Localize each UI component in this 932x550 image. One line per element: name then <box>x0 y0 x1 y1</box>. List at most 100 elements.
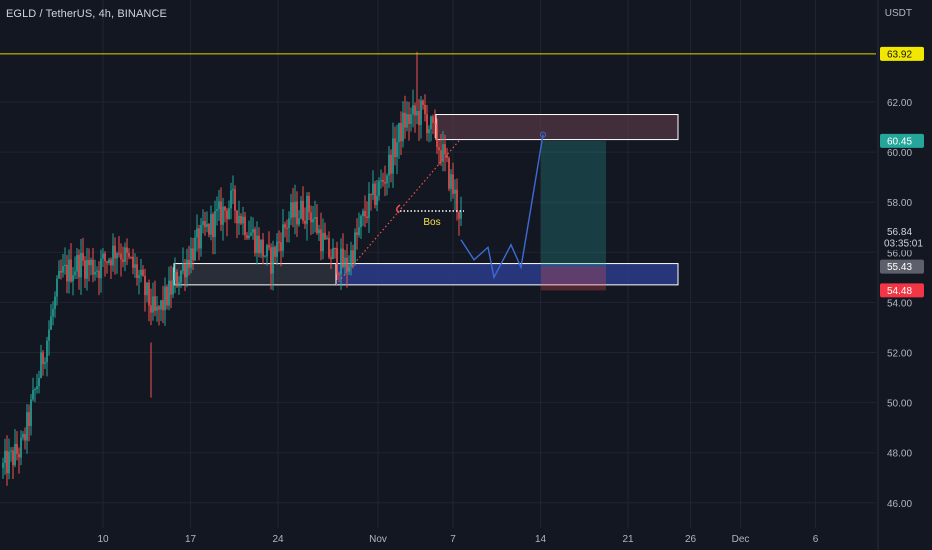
candle-body <box>32 389 34 400</box>
entry-badge-bg <box>880 259 924 274</box>
candle-body <box>314 216 316 219</box>
candle-body <box>2 463 4 468</box>
candle-body <box>184 263 186 278</box>
candle-body <box>116 253 118 259</box>
candle-body <box>156 306 158 311</box>
y-tick-label: 56.00 <box>887 248 912 259</box>
candle-body <box>258 235 260 254</box>
y-axis[interactable]: 62.00 60.00 58.00 56.00 54.00 52.00 50.00 48.00… <box>887 98 912 510</box>
candle-body <box>110 259 112 266</box>
resistance-badge-bg <box>880 46 924 61</box>
bos-mark-icon <box>396 204 401 214</box>
candle-body <box>382 180 384 183</box>
candle-body <box>272 247 274 274</box>
candle-body <box>74 271 76 276</box>
candle-body <box>450 174 452 189</box>
candle-body <box>12 450 14 466</box>
candle-body <box>286 227 288 229</box>
candle-body <box>70 259 72 282</box>
candle-body <box>164 286 166 311</box>
candle-body <box>20 437 22 458</box>
overlays-layer: Bos <box>0 53 876 286</box>
candle-body <box>432 116 434 123</box>
candle-body <box>72 275 74 282</box>
candle-body <box>214 210 216 238</box>
candle-body <box>300 200 302 219</box>
x-tick-label: 24 <box>272 534 284 545</box>
y-tick-label: 58.00 <box>887 198 912 209</box>
candle-body <box>54 296 56 310</box>
candle-body <box>146 282 148 296</box>
candle-body <box>112 245 114 266</box>
candle-body <box>426 114 428 134</box>
demand-zone-left[interactable] <box>173 263 337 286</box>
candle-body <box>204 221 206 228</box>
candle-body <box>334 247 336 249</box>
candle-body <box>418 110 420 125</box>
candle-body <box>460 210 462 219</box>
candle-body <box>292 202 294 218</box>
candle-body <box>304 220 306 224</box>
candle-body <box>118 253 120 255</box>
x-tick-label: 6 <box>813 534 819 545</box>
candle-body <box>26 412 28 441</box>
x-tick-label: 10 <box>97 534 109 545</box>
candle-body <box>318 229 320 234</box>
candle-body <box>42 352 44 365</box>
candle-body <box>16 443 18 454</box>
y-tick-label: 48.00 <box>887 449 912 460</box>
candle-body <box>122 259 124 262</box>
candle-body <box>166 286 168 306</box>
target-badge-text: 60.45 <box>887 136 912 147</box>
candle-body <box>200 224 202 249</box>
candle-body <box>190 248 192 268</box>
stop-badge-bg <box>880 283 924 298</box>
candle-body <box>6 450 8 474</box>
candle-body <box>60 270 62 273</box>
candle-body <box>384 182 386 184</box>
candle-body <box>34 389 36 391</box>
candle-body <box>344 257 346 268</box>
supply-zone[interactable] <box>435 114 679 141</box>
candle-body <box>442 144 444 162</box>
y-tick-label: 46.00 <box>887 499 912 510</box>
candle-body <box>56 278 58 297</box>
candle-body <box>168 280 170 306</box>
candle-body <box>276 241 278 257</box>
candle-body <box>28 412 30 426</box>
candle-body <box>408 114 410 124</box>
candle-body <box>336 248 338 275</box>
y-tick-label: 50.00 <box>887 399 912 410</box>
candle-body <box>38 377 40 387</box>
candle-body <box>152 296 154 313</box>
candle-body <box>218 201 220 210</box>
candle-body <box>144 275 146 296</box>
candle-body <box>288 218 290 229</box>
candle-body <box>354 232 356 263</box>
stop-loss-area[interactable] <box>541 266 606 291</box>
candle-body <box>294 201 296 218</box>
candle-body <box>282 224 284 251</box>
candle-body <box>4 450 6 464</box>
candle-body <box>392 138 394 174</box>
projection-path[interactable] <box>460 134 544 280</box>
candle-body <box>298 218 300 225</box>
x-axis[interactable]: 10 17 24 Nov 7 14 21 26 Dec 6 <box>97 534 818 545</box>
candle-body <box>80 252 82 278</box>
candle-body <box>240 215 242 224</box>
candle-body <box>394 138 396 158</box>
take-profit-area[interactable] <box>541 140 606 267</box>
candle-body <box>234 189 236 211</box>
demand-zone[interactable] <box>335 263 679 286</box>
candle-body <box>142 269 144 276</box>
candle-body <box>130 256 132 258</box>
symbol-title[interactable]: EGLD / TetherUS, 4h, BINANCE <box>6 8 167 20</box>
candle-body <box>100 258 102 279</box>
candle-body <box>374 183 376 205</box>
x-tick-label: 7 <box>450 534 456 545</box>
candle-body <box>238 215 240 224</box>
candle-body <box>268 245 270 248</box>
candle-body <box>226 210 228 219</box>
